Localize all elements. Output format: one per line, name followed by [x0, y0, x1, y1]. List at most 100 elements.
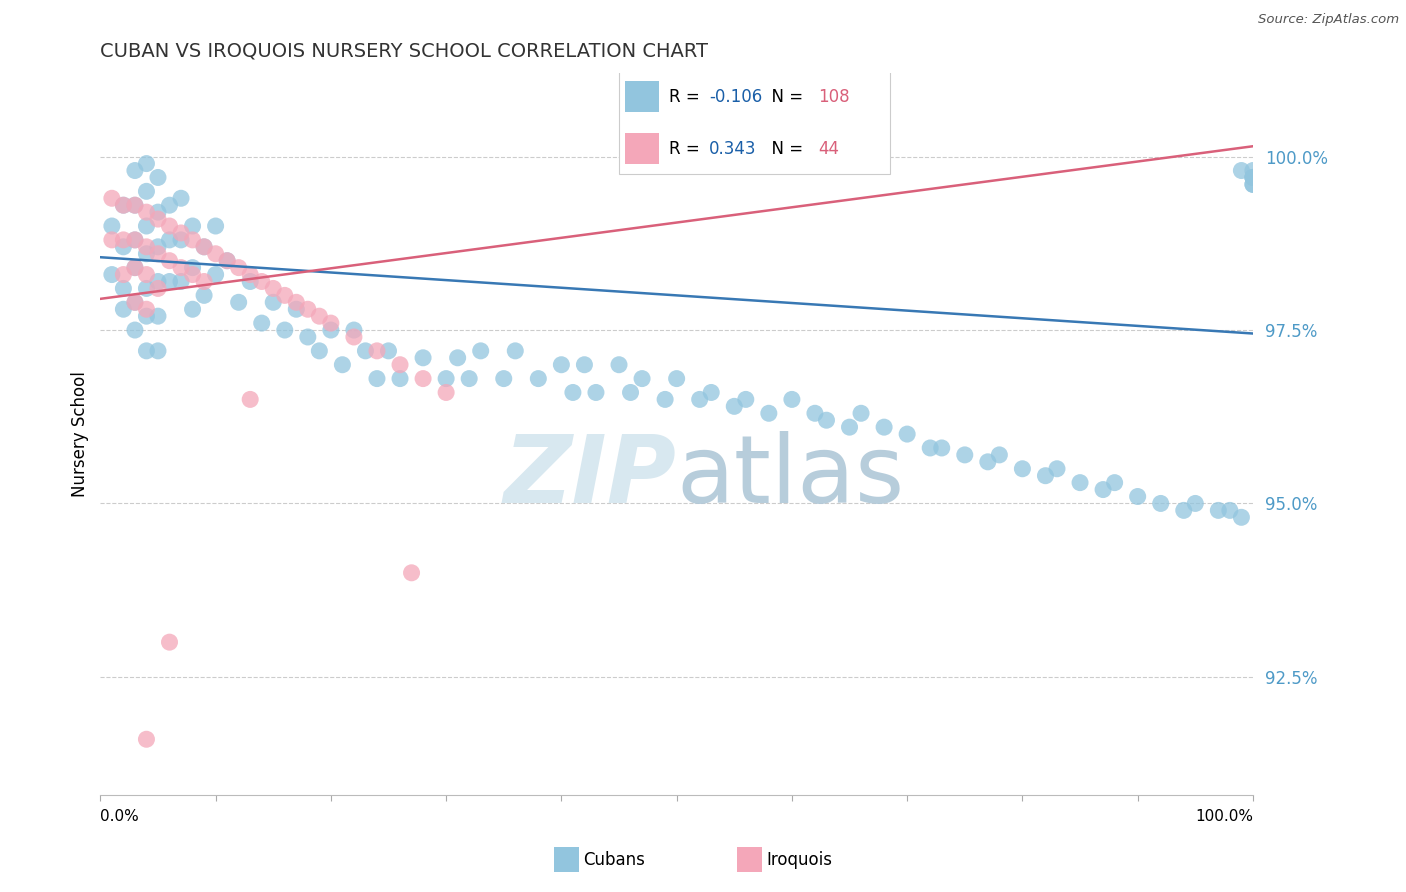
Text: Cubans: Cubans [583, 851, 645, 869]
Point [550, 358, 572, 372]
Point [239, 275, 262, 289]
Point [204, 268, 226, 282]
Point [101, 191, 124, 205]
Point [585, 385, 607, 400]
Point [135, 185, 157, 199]
Point [135, 205, 157, 219]
Point [607, 358, 630, 372]
Point [434, 371, 457, 385]
Point [574, 358, 596, 372]
Text: 44: 44 [818, 140, 839, 158]
Point [654, 392, 676, 407]
Point [181, 268, 204, 282]
Point [124, 198, 146, 212]
Point [873, 420, 896, 434]
Point [204, 246, 226, 260]
Point [285, 295, 308, 310]
Point [343, 330, 366, 344]
Point [146, 275, 169, 289]
Point [124, 260, 146, 275]
Point [285, 302, 308, 317]
Point [274, 323, 297, 337]
Point [146, 246, 169, 260]
Point [124, 163, 146, 178]
Point [527, 371, 550, 385]
Point [1230, 163, 1253, 178]
Text: N =: N = [761, 140, 808, 158]
Point [170, 191, 193, 205]
Point [135, 268, 157, 282]
Point [135, 219, 157, 233]
Text: 0.343: 0.343 [709, 140, 756, 158]
Point [1104, 475, 1126, 490]
Point [377, 343, 399, 358]
Point [492, 371, 515, 385]
Point [228, 295, 250, 310]
Y-axis label: Nursery School: Nursery School [72, 371, 89, 497]
Text: Source: ZipAtlas.com: Source: ZipAtlas.com [1258, 13, 1399, 27]
Point [1241, 170, 1264, 185]
Point [193, 240, 215, 254]
Point [1208, 503, 1230, 517]
Point [101, 219, 124, 233]
Point [124, 295, 146, 310]
Bar [624, 81, 659, 112]
Point [217, 253, 239, 268]
Point [124, 295, 146, 310]
Point [170, 275, 193, 289]
Point [1241, 178, 1264, 192]
Point [815, 413, 838, 427]
Bar [624, 133, 659, 163]
Point [1150, 496, 1173, 510]
Point [135, 240, 157, 254]
Point [274, 288, 297, 302]
Point [1069, 475, 1091, 490]
Point [470, 343, 492, 358]
Point [204, 219, 226, 233]
Point [124, 233, 146, 247]
Text: 0.0%: 0.0% [100, 809, 139, 824]
Point [1241, 170, 1264, 185]
Point [1184, 496, 1206, 510]
Point [734, 392, 756, 407]
Point [124, 198, 146, 212]
Point [1219, 503, 1241, 517]
Point [700, 385, 723, 400]
Point [193, 275, 215, 289]
Text: CUBAN VS IROQUOIS NURSERY SCHOOL CORRELATION CHART: CUBAN VS IROQUOIS NURSERY SCHOOL CORRELA… [100, 42, 709, 61]
Point [308, 343, 330, 358]
Text: Iroquois: Iroquois [766, 851, 832, 869]
Point [159, 275, 181, 289]
Point [458, 371, 481, 385]
Point [1046, 462, 1069, 476]
Point [124, 323, 146, 337]
Point [366, 343, 388, 358]
Point [146, 343, 169, 358]
Point [977, 455, 1000, 469]
Point [804, 406, 827, 420]
FancyBboxPatch shape [619, 70, 890, 175]
Point [849, 406, 872, 420]
Point [1011, 462, 1033, 476]
Point [193, 240, 215, 254]
Point [988, 448, 1011, 462]
Point [319, 323, 342, 337]
Point [112, 281, 135, 295]
Point [135, 302, 157, 317]
Point [217, 253, 239, 268]
Point [1126, 490, 1149, 504]
Point [112, 198, 135, 212]
Point [631, 371, 654, 385]
Point [297, 302, 319, 317]
Point [124, 233, 146, 247]
Point [135, 309, 157, 323]
Point [446, 351, 468, 365]
Point [262, 295, 284, 310]
Point [228, 260, 250, 275]
Point [332, 358, 354, 372]
Point [159, 198, 181, 212]
Point [159, 253, 181, 268]
Point [159, 219, 181, 233]
Point [250, 275, 273, 289]
Point [931, 441, 953, 455]
